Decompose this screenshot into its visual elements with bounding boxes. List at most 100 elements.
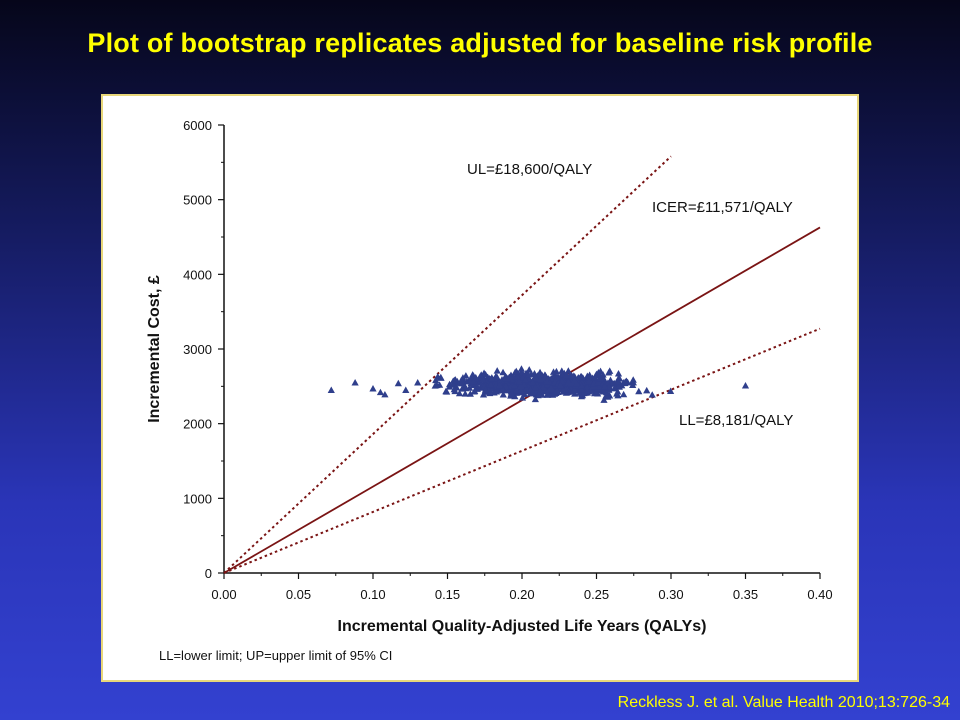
bootstrap-point [529,388,537,396]
bootstrap-point [449,377,457,384]
bootstrap-point [615,381,623,389]
y-tick-label: 6000 [183,118,212,133]
bootstrap-point [606,367,614,374]
bootstrap-point [488,375,496,382]
bootstrap-point [457,377,465,384]
bootstrap-point [414,379,422,386]
bootstrap-point [517,382,525,389]
bootstrap-point [493,373,501,380]
bootstrap-point [564,367,572,374]
bootstrap-point [536,375,544,383]
bootstrap-point [556,381,565,389]
y-tick-label: 0 [205,566,212,581]
tick-marks [218,124,821,579]
bootstrap-point [469,378,478,385]
bootstrap-point [563,371,571,379]
y-axis-title: Incremental Cost, £ [146,275,163,423]
y-tick-label: 3000 [183,342,212,357]
bootstrap-point [479,390,488,398]
x-axis-title: Incremental Quality-Adjusted Life Years … [338,618,707,635]
x-tick-label: 0.10 [360,587,385,602]
bootstrap-point [481,386,490,393]
bootstrap-point [547,384,555,391]
bootstrap-point [559,386,567,393]
bootstrap-point [455,389,464,397]
bootstrap-point [376,388,385,396]
bootstrap-point [369,384,377,392]
bootstrap-point [518,394,527,401]
bootstrap-point [547,375,555,382]
x-tick-label: 0.20 [509,587,534,602]
bootstrap-point [432,376,440,384]
bootstrap-point [517,386,525,394]
bootstrap-point [621,378,629,385]
bootstrap-point [466,390,474,397]
bootstrap-point [648,391,656,398]
ci-limit-line [223,327,821,574]
y-tick-label: 4000 [183,267,212,282]
citation: Reckless J. et al. Value Health 2010;13:… [617,694,950,711]
bootstrap-point [479,375,487,383]
bootstrap-point [531,395,539,403]
bootstrap-point [493,367,501,374]
footnote: LL=lower limit; UP=upper limit of 95% CI [159,648,393,663]
bootstrap-point [529,378,537,386]
x-tick-label: 0.25 [584,587,609,602]
bootstrap-point [394,379,402,387]
bootstrap-point [570,386,579,393]
bootstrap-point [552,367,561,375]
bootstrap-point [437,373,445,381]
bootstrap-point [495,378,503,385]
bootstrap-point [585,377,593,385]
bootstrap-point [525,371,533,378]
bootstrap-point [553,374,561,381]
bootstrap-point [629,381,637,388]
bootstrap-point [327,386,335,393]
bootstrap-point [449,381,458,388]
bootstrap-point [614,370,623,377]
y-tick-label: 2000 [183,417,212,432]
bootstrap-point [604,379,612,386]
bootstrap-point [601,383,609,390]
bootstrap-point [531,383,539,390]
bootstrap-point [568,371,576,379]
bootstrap-point [578,386,586,393]
bootstrap-point [498,385,507,393]
bootstrap-point [578,378,586,386]
x-tick-label: 0.35 [733,587,758,602]
bootstrap-point [512,386,521,394]
bootstrap-point [461,390,469,397]
bootstrap-point [512,367,520,375]
ci-limit-line [223,155,672,574]
scatter-chart: 0.00 0.05 0.10 0.15 0.20 0.25 0.30 0.35 0.40 0 100… [146,118,833,635]
bootstrap-point [442,387,450,395]
bootstrap-point [544,390,552,397]
bootstrap-point [614,378,623,385]
bootstrap-point [499,368,507,376]
y-tick-label: 1000 [183,491,212,506]
bootstrap-point [643,386,651,394]
bootstrap-point [496,381,504,389]
bootstrap-point [591,389,599,397]
bootstrap-point [450,385,458,393]
slide-title: Plot of bootstrap replicates adjusted fo… [87,28,873,58]
bootstrap-point [517,365,526,372]
bootstrap-point [539,383,547,391]
x-tick-label: 0.05 [286,587,311,602]
y-tick-label: 5000 [183,193,212,208]
bootstrap-point [513,373,522,380]
ul-line-label: UL=£18,600/QALY [467,161,592,178]
bootstrap-point [741,381,750,389]
bootstrap-point [667,387,675,395]
bootstrap-points [327,365,750,403]
bootstrap-point [402,386,410,393]
bootstrap-point [502,374,510,382]
ll-line-label: LL=£8,181/QALY [679,412,793,429]
bootstrap-point [553,387,561,395]
bootstrap-point [580,389,588,397]
bootstrap-point [480,369,488,377]
bootstrap-point [490,389,498,396]
bootstrap-point [543,378,551,385]
bootstrap-point [522,376,530,383]
bootstrap-point [435,381,444,388]
